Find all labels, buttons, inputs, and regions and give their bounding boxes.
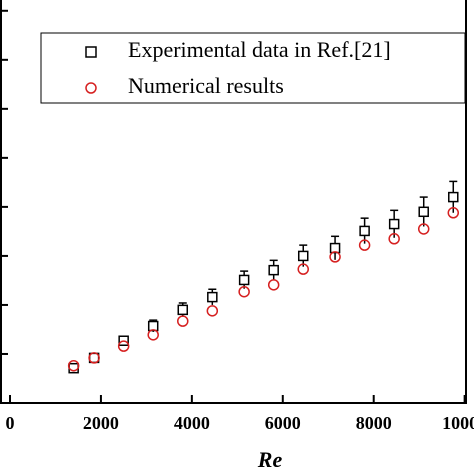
point bbox=[238, 274, 250, 286]
x-tick-label: 4000 bbox=[174, 413, 210, 433]
x-tick-label: 10000 bbox=[442, 413, 474, 433]
point bbox=[329, 251, 341, 263]
point bbox=[359, 225, 370, 237]
legend-label: Experimental data in Ref.[21] bbox=[128, 37, 391, 62]
x-tick-label: 6000 bbox=[265, 413, 301, 433]
point bbox=[417, 223, 430, 235]
point bbox=[297, 263, 309, 275]
point bbox=[88, 352, 100, 364]
point bbox=[388, 218, 400, 230]
point bbox=[268, 264, 279, 276]
point bbox=[206, 305, 219, 317]
point bbox=[117, 340, 130, 352]
legend-label: Numerical results bbox=[128, 73, 284, 98]
x-axis-title: Re bbox=[257, 447, 283, 472]
point bbox=[388, 233, 400, 245]
x-tick-label: 0 bbox=[6, 413, 15, 433]
legend-marker bbox=[85, 82, 97, 94]
point bbox=[67, 359, 80, 372]
point bbox=[177, 304, 189, 316]
point bbox=[297, 250, 309, 262]
point bbox=[147, 329, 159, 341]
x-tick-label: 8000 bbox=[356, 413, 392, 433]
legend-box bbox=[40, 32, 466, 104]
plot-frame bbox=[0, 0, 467, 404]
point bbox=[177, 315, 189, 327]
point bbox=[207, 291, 218, 303]
point bbox=[238, 285, 250, 298]
x-tick-label: 2000 bbox=[83, 413, 119, 433]
point bbox=[267, 279, 280, 291]
point bbox=[418, 206, 429, 218]
point bbox=[448, 191, 459, 203]
legend-marker bbox=[85, 46, 97, 58]
point bbox=[358, 239, 371, 251]
point bbox=[447, 207, 460, 219]
